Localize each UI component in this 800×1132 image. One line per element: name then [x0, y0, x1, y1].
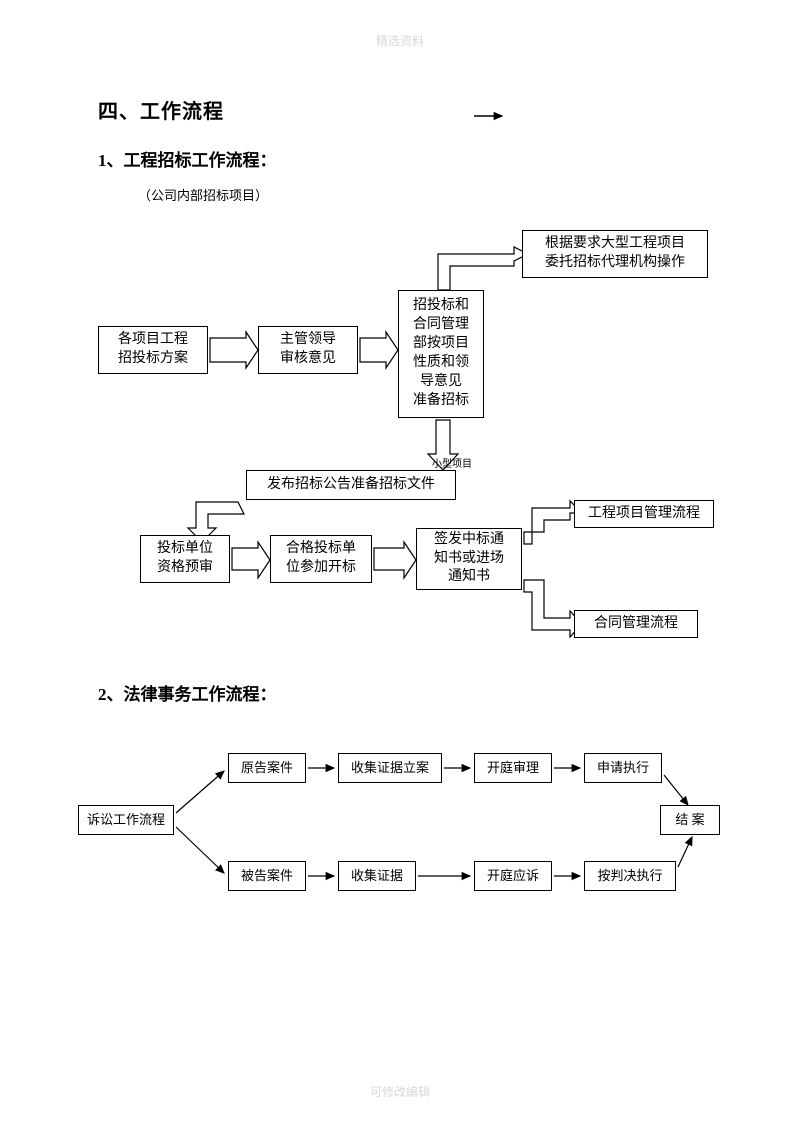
subheading-1: （公司内部招标项目）	[138, 185, 718, 204]
node-label: 工程项目管理流程	[588, 505, 700, 524]
node-contract-mgmt: 合同管理流程	[574, 610, 698, 638]
node-defense: 开庭应诉	[474, 861, 552, 891]
node-label: 申请执行	[597, 759, 649, 777]
node-label: 按判决执行	[597, 867, 662, 885]
node-issue-notice: 签发中标通知书或进场通知书	[416, 528, 522, 590]
node-defendant: 被告案件	[228, 861, 306, 891]
node-label: 原告案件	[241, 759, 293, 777]
node-label: 开庭审理	[487, 759, 539, 777]
node-label: 收集证据	[351, 867, 403, 885]
node-label: 收集证据立案	[351, 759, 429, 777]
node-label: 各项目工程招投标方案	[118, 331, 188, 369]
node-litigation-start: 诉讼工作流程	[78, 805, 174, 835]
node-apply-exec: 申请执行	[584, 753, 662, 783]
node-leader-review: 主管领导审核意见	[258, 326, 358, 374]
node-label: 合格投标单位参加开标	[286, 540, 356, 578]
heading-main: 四、工作流程	[98, 95, 718, 124]
node-case-closed: 结 案	[660, 805, 720, 835]
node-project-mgmt: 工程项目管理流程	[574, 500, 714, 528]
node-label: 招投标和合同管理部按项目性质和领导意见准备招标	[413, 297, 469, 410]
node-bid-opening: 合格投标单位参加开标	[270, 535, 372, 583]
node-trial: 开庭审理	[474, 753, 552, 783]
node-plaintiff: 原告案件	[228, 753, 306, 783]
node-qualification: 投标单位资格预审	[140, 535, 230, 583]
node-large-project: 根据要求大型工程项目委托招标代理机构操作	[522, 230, 708, 278]
node-judgment-exec: 按判决执行	[584, 861, 676, 891]
heading-section-2: 2、法律事务工作流程：	[98, 680, 718, 705]
node-evidence: 收集证据	[338, 861, 416, 891]
node-label: 发布招标公告准备招标文件	[267, 476, 435, 495]
node-label: 投标单位资格预审	[157, 540, 213, 578]
node-prepare-bid: 招投标和合同管理部按项目性质和领导意见准备招标	[398, 290, 484, 418]
node-label: 根据要求大型工程项目委托招标代理机构操作	[545, 235, 685, 273]
node-label: 被告案件	[241, 867, 293, 885]
watermark-bottom: 可修改编辑	[0, 1083, 800, 1100]
heading-section-1: 1、工程招标工作流程：	[98, 146, 718, 171]
node-evidence-file: 收集证据立案	[338, 753, 442, 783]
flowchart-2: 诉讼工作流程 原告案件 收集证据立案 开庭审理 申请执行 被告案件 收集证据 开…	[98, 735, 718, 925]
node-label: 合同管理流程	[594, 615, 678, 634]
watermark-top: 精选资料	[0, 32, 800, 49]
node-label: 结 案	[675, 811, 704, 829]
label-small-project: 小型项目	[432, 455, 472, 470]
node-label: 签发中标通知书或进场通知书	[434, 531, 504, 588]
flowchart-1: 各项目工程招投标方案 主管领导审核意见 招投标和合同管理部按项目性质和领导意见准…	[98, 210, 718, 670]
node-publish-notice: 发布招标公告准备招标文件	[246, 470, 456, 500]
node-label: 开庭应诉	[487, 867, 539, 885]
node-project-plan: 各项目工程招投标方案	[98, 326, 208, 374]
node-label: 主管领导审核意见	[280, 331, 336, 369]
node-label: 诉讼工作流程	[87, 811, 165, 829]
